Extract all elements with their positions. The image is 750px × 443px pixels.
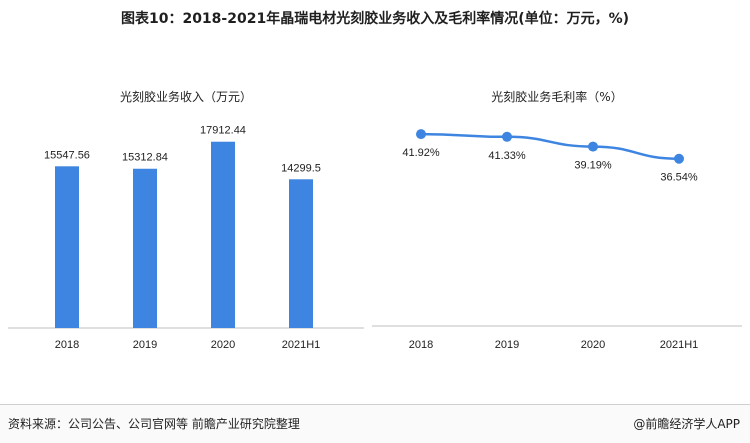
x-tick-label: 2021H1 xyxy=(282,339,321,351)
x-tick-label: 2018 xyxy=(55,339,79,351)
x-tick-label: 2018 xyxy=(409,339,433,351)
bar-value-label: 15312.84 xyxy=(122,152,168,164)
bar-2021H1 xyxy=(289,179,313,328)
brand-credit: @前瞻经济学人APP xyxy=(633,417,740,431)
source-note: 资料来源：公司公告、公司官网等 前瞻产业研究院整理 xyxy=(8,417,300,431)
x-tick-label: 2019 xyxy=(495,339,519,351)
point-value-label: 39.19% xyxy=(574,160,612,172)
x-tick-label: 2020 xyxy=(211,339,235,351)
point-2021H1 xyxy=(674,153,684,164)
point-2020 xyxy=(588,141,598,152)
margin-line-chart: 光刻胶业务毛利率（%） 41.92% 2018 41.33% 2019 39.19% 20… xyxy=(372,70,742,370)
bar-2019 xyxy=(133,168,157,328)
bar-2020 xyxy=(211,141,235,328)
bar-value-label: 17912.44 xyxy=(200,125,246,137)
point-2019 xyxy=(502,131,512,142)
footer: 资料来源：公司公告、公司官网等 前瞻产业研究院整理 @前瞻经济学人APP xyxy=(0,404,750,443)
chart-main-title: 图表10：2018-2021年晶瑞电材光刻胶业务收入及毛利率情况(单位：万元，%… xyxy=(120,11,630,27)
point-value-label: 36.54% xyxy=(660,172,698,184)
line-chart-title: 光刻胶业务毛利率（%） xyxy=(491,90,623,104)
point-value-label: 41.33% xyxy=(488,150,526,162)
point-value-label: 41.92% xyxy=(402,147,440,159)
bar-chart-title: 光刻胶业务收入（万元） xyxy=(119,90,252,104)
bar-value-label: 15547.56 xyxy=(44,149,90,161)
bar-chart-canvas: 15547.56 2018 15312.84 2019 17912.44 2020 1429… xyxy=(8,125,364,351)
margin-series-line xyxy=(420,132,680,160)
bar-2018 xyxy=(55,166,79,328)
x-tick-label: 2020 xyxy=(581,339,605,351)
line-chart-canvas: 41.92% 2018 41.33% 2019 39.19% 2020 36.54% 2021… xyxy=(372,129,742,351)
x-tick-label: 2019 xyxy=(133,339,157,351)
bar-value-label: 14299.5 xyxy=(281,162,321,174)
x-tick-label: 2021H1 xyxy=(660,339,699,351)
point-2018 xyxy=(416,129,426,140)
revenue-bar-chart: 光刻胶业务收入（万元） 15547.56 2018 15312.84 2019 1791… xyxy=(8,70,364,370)
